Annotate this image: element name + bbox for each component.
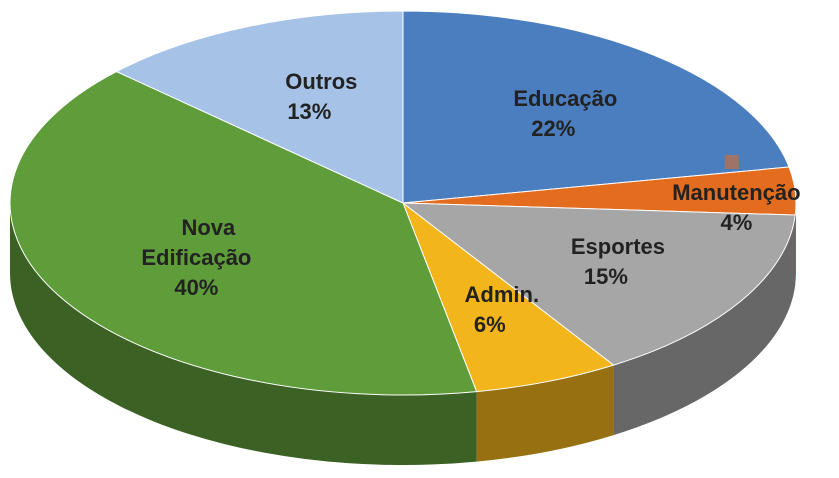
slice-side (10, 203, 477, 465)
value-label: 4% (720, 209, 753, 235)
data-label: Nova Edificação 40% (121, 213, 271, 303)
slice (9, 71, 478, 396)
slice (401, 202, 796, 366)
category-label: Esportes (570, 233, 666, 259)
value-label: 40% (174, 275, 219, 301)
value-label: 6% (473, 312, 506, 338)
category-label: Educação (513, 86, 618, 112)
data-label: Esportes 15% (546, 232, 666, 292)
legend-key (724, 154, 739, 169)
data-label: Educação 22% (489, 84, 617, 144)
data-label: Manutenção 4% (672, 148, 801, 238)
category-label: Admin. (464, 282, 540, 308)
slice-side (795, 203, 796, 286)
legend-key (440, 287, 455, 302)
value-label: 22% (531, 116, 576, 142)
slice (115, 10, 404, 204)
value-label: 13% (287, 99, 332, 125)
legend-key (261, 74, 276, 89)
slice (402, 10, 790, 204)
value-label: 15% (583, 263, 628, 289)
data-label: Outros 13% (261, 67, 357, 127)
legend-key (546, 238, 561, 253)
slice (401, 201, 615, 393)
category-label: Outros (285, 69, 358, 95)
legend-key (157, 220, 172, 235)
slice-side (476, 365, 614, 462)
slice-side (613, 215, 796, 436)
category-label: Nova Edificação (141, 215, 252, 271)
category-label: Manutenção (672, 179, 801, 205)
data-label: Admin. 6% (440, 280, 540, 340)
legend-key (489, 91, 504, 106)
